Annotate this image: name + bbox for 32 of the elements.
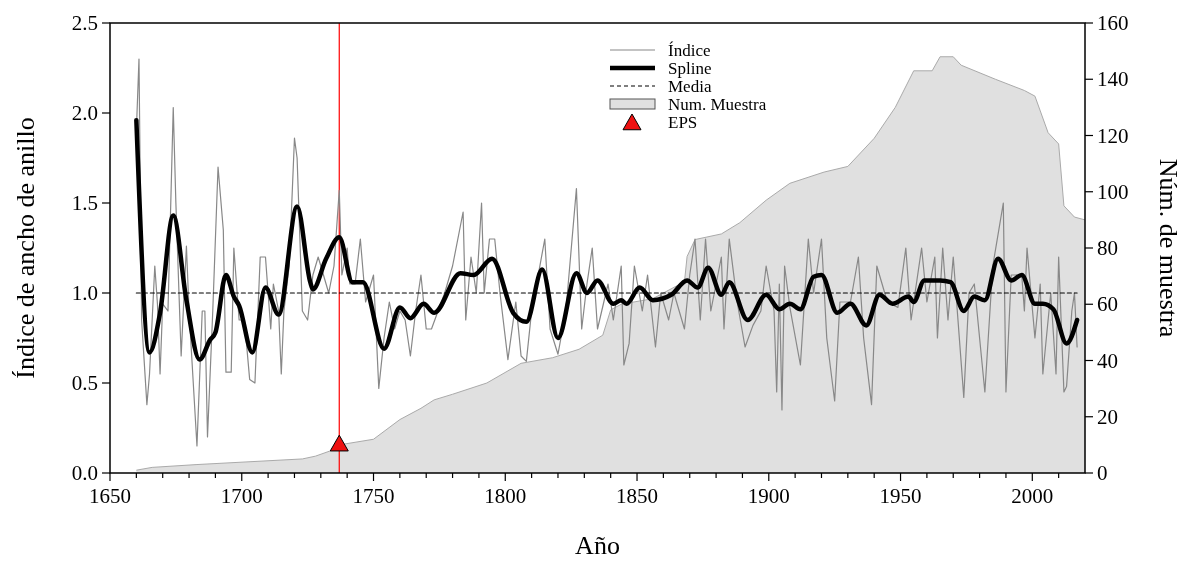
y2-tick-label: 120 xyxy=(1097,123,1129,148)
y2-tick-label: 40 xyxy=(1097,348,1118,373)
y2-tick-label: 140 xyxy=(1097,67,1129,92)
y-tick-label: 2.0 xyxy=(71,101,98,125)
x-tick-label: 1900 xyxy=(747,484,790,508)
y2-tick-label: 20 xyxy=(1097,404,1118,429)
y2-tick-label: 160 xyxy=(1097,11,1129,35)
y2-tick-label: 100 xyxy=(1097,179,1129,204)
x-tick-label: 1800 xyxy=(484,484,527,508)
y2-axis-title: Núm. de muestra xyxy=(1154,158,1183,338)
y2-tick-label: 80 xyxy=(1097,236,1118,260)
legend-label: Spline xyxy=(668,59,712,78)
x-tick-label: 1650 xyxy=(89,484,131,508)
x-tick-label: 2000 xyxy=(1011,484,1054,508)
x-tick-label: 1950 xyxy=(879,484,922,508)
legend-label: EPS xyxy=(668,113,698,132)
x-tick-label: 1850 xyxy=(616,484,659,508)
legend-label: Media xyxy=(668,77,712,96)
y-tick-label: 2.5 xyxy=(71,11,98,35)
legend-label: Índice xyxy=(668,41,711,60)
legend-label: Num. Muestra xyxy=(668,95,767,114)
y-tick-label: 0.0 xyxy=(71,461,98,485)
x-tick-label: 1750 xyxy=(352,484,395,508)
y-tick-label: 1.5 xyxy=(71,191,98,215)
x-tick-label: 1700 xyxy=(220,484,263,508)
x-axis-title: Año xyxy=(575,531,620,560)
y2-tick-label: 0 xyxy=(1097,461,1108,485)
y-axis-title: Índice de ancho de anillo xyxy=(11,117,40,379)
y2-tick-label: 60 xyxy=(1097,292,1118,317)
y-tick-label: 1.0 xyxy=(71,281,98,305)
y-tick-label: 0.5 xyxy=(71,371,98,395)
line-series xyxy=(134,117,1080,362)
